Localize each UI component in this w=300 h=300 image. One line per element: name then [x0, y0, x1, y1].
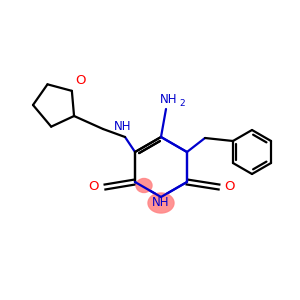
Text: O: O [88, 179, 99, 193]
Text: NH: NH [160, 93, 178, 106]
Text: NH: NH [152, 196, 170, 209]
Ellipse shape [148, 193, 174, 213]
Text: 2: 2 [179, 99, 184, 108]
Text: O: O [224, 179, 235, 193]
Ellipse shape [136, 178, 152, 193]
Text: NH: NH [114, 120, 132, 133]
Text: O: O [75, 74, 86, 87]
